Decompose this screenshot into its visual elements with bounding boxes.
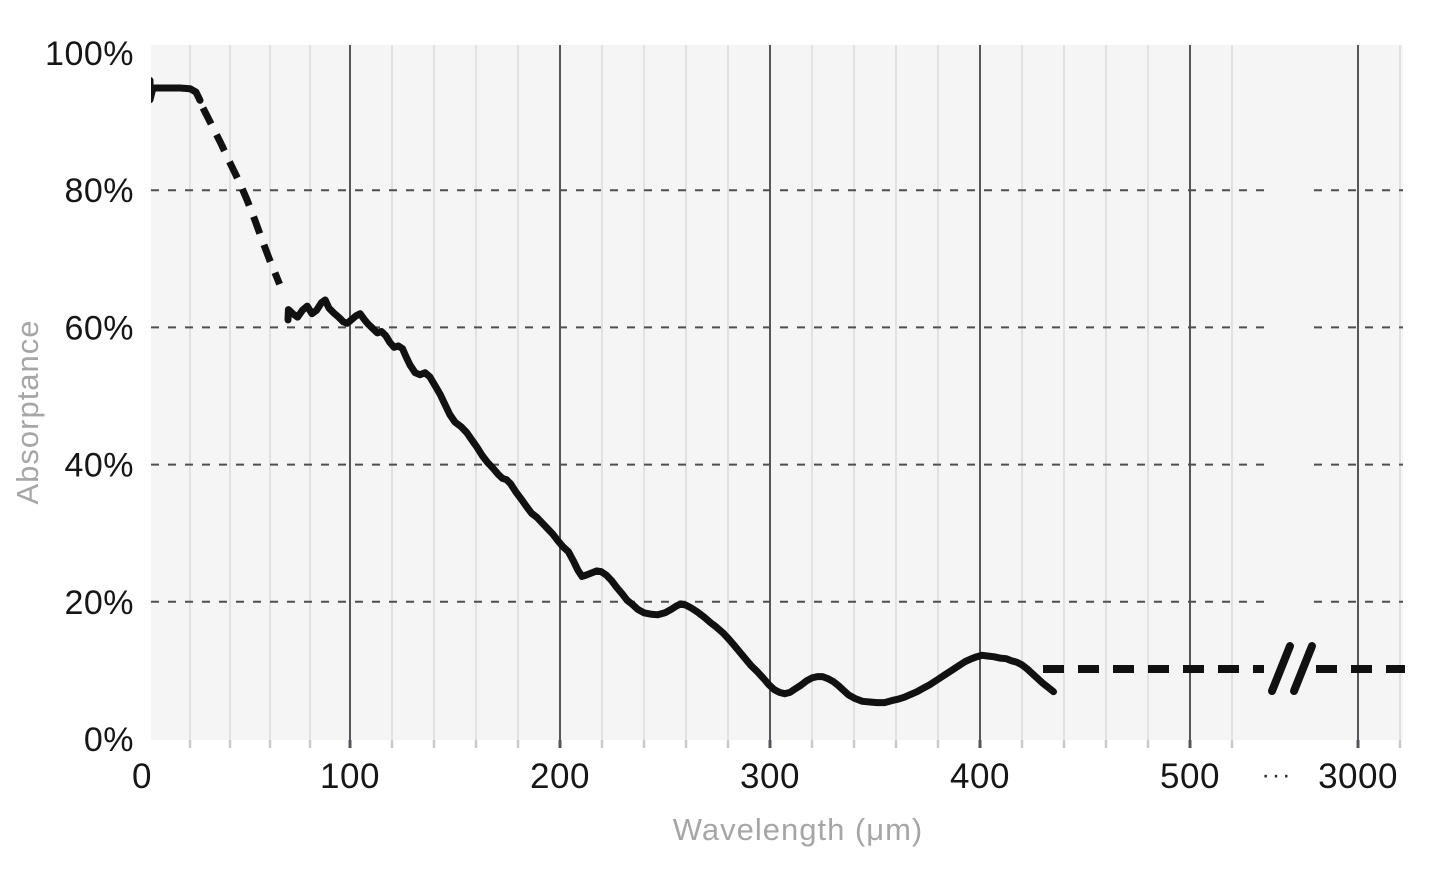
x-tick-label: 400 bbox=[950, 757, 1010, 796]
x-tick-label: 200 bbox=[530, 757, 590, 796]
measured-curve bbox=[284, 296, 1057, 707]
axis-break-symbol bbox=[1268, 642, 1294, 696]
x-tick-label: 500 bbox=[1160, 757, 1220, 796]
axis-break-ellipsis: ··· bbox=[1262, 761, 1293, 789]
axis-break-symbol bbox=[1290, 642, 1316, 696]
x-tick-label: 300 bbox=[740, 757, 800, 796]
y-tick-label: 60% bbox=[64, 309, 134, 347]
x-tick-label: 3000 bbox=[1318, 757, 1398, 796]
x-tick-label: 0 bbox=[132, 757, 152, 796]
x-tick-label: 100 bbox=[320, 757, 380, 796]
y-tick-label: 20% bbox=[64, 584, 134, 622]
plot-background bbox=[151, 45, 1403, 740]
y-tick-label: 100% bbox=[45, 35, 134, 73]
y-tick-label: 0% bbox=[84, 721, 134, 759]
y-tick-label: 40% bbox=[64, 447, 134, 485]
extrapolated-drop bbox=[199, 106, 283, 286]
y-tick-label: 80% bbox=[64, 172, 134, 210]
initial-plateau bbox=[151, 77, 204, 104]
